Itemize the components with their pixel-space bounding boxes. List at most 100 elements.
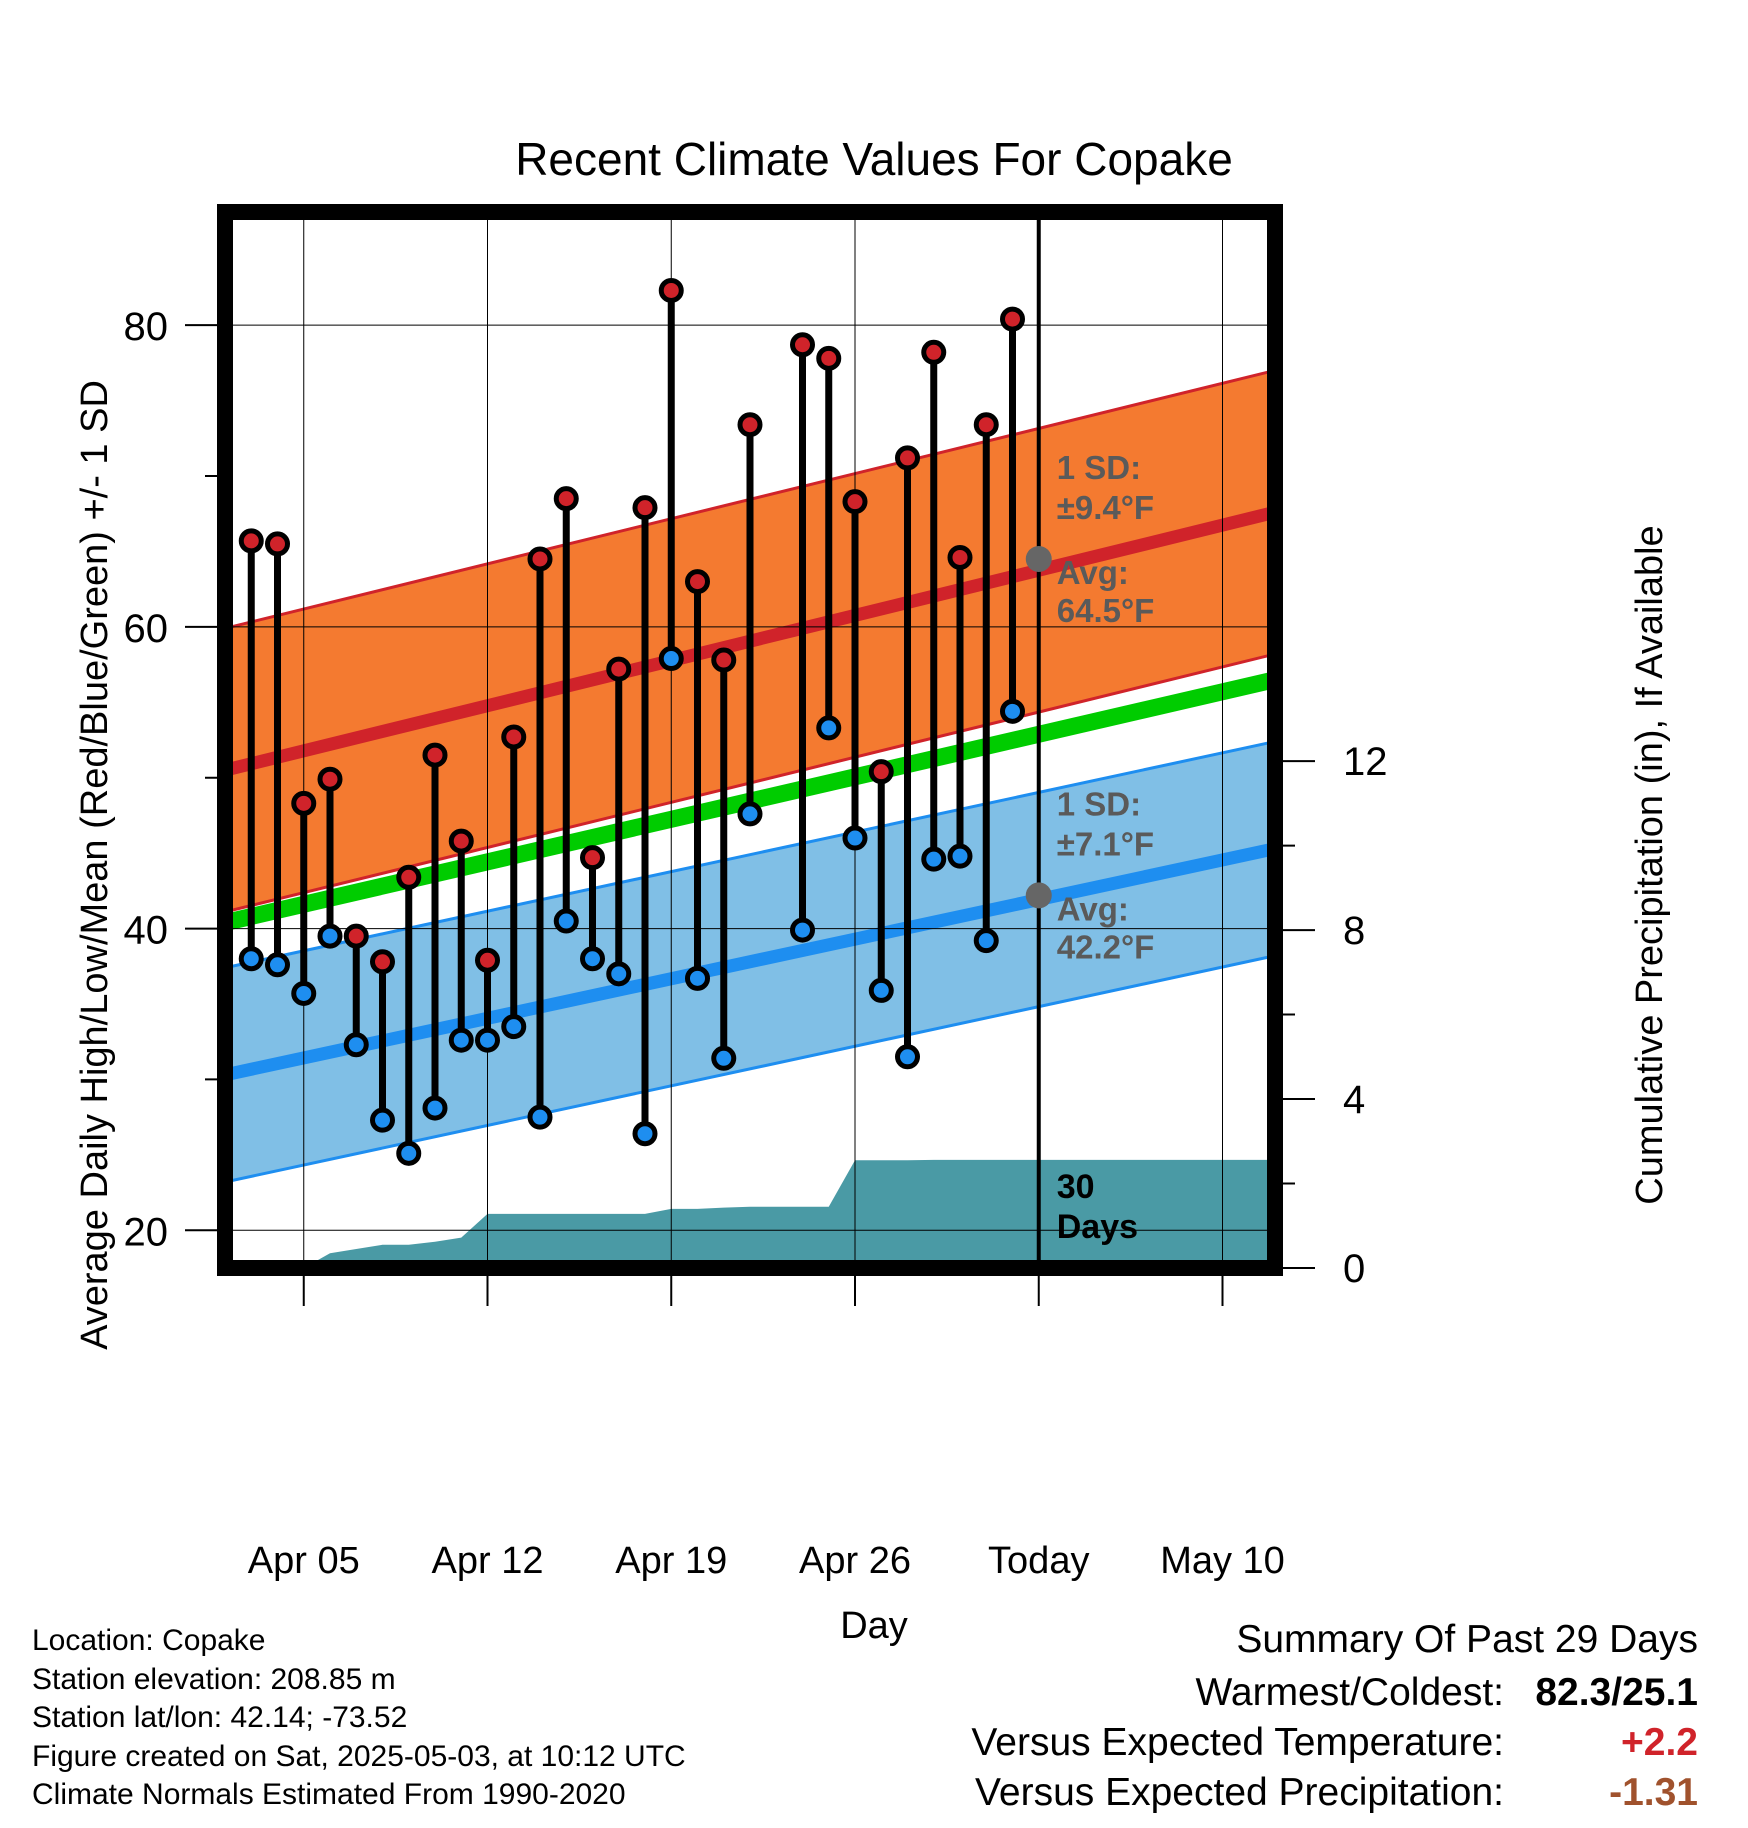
y-tick-label: 60	[124, 607, 169, 651]
daily-low-marker	[1000, 698, 1025, 724]
daily-high-marker	[606, 656, 632, 682]
daily-high-marker	[895, 445, 920, 471]
y2-tick-label: 0	[1343, 1247, 1365, 1291]
precipitation-area	[303, 1159, 1275, 1268]
summary-temp-row: Versus Expected Temperature: +2.2	[971, 1718, 1698, 1768]
daily-high-marker	[973, 412, 999, 438]
temp-value: +2.2	[1621, 1721, 1698, 1764]
daily-low-marker	[973, 928, 999, 954]
daily-low-marker	[448, 1027, 474, 1053]
daily-low-marker	[553, 908, 579, 934]
daily-high-marker	[868, 759, 894, 785]
low-band-lower-edge	[225, 954, 1275, 1184]
daily-high-marker	[501, 724, 527, 750]
daily-low-marker	[711, 1045, 737, 1071]
y2-tick-label: 8	[1343, 909, 1365, 953]
daily-high-marker	[317, 766, 343, 792]
daily-low-marker	[396, 1140, 422, 1166]
daily-low-marker	[947, 843, 973, 869]
warmest-value: 82.3/25.1	[1535, 1671, 1698, 1714]
daily-high-marker	[947, 544, 973, 570]
precip-value: -1.31	[1609, 1771, 1698, 1814]
daily-high-marker	[790, 332, 815, 358]
plot-inner	[225, 212, 1275, 1268]
daily-low-marker	[816, 715, 842, 741]
daily-low-marker	[895, 1044, 920, 1070]
daily-high-marker	[553, 486, 579, 512]
x-tick-label: Today	[988, 1540, 1089, 1582]
x-tick-label: May 10	[1160, 1540, 1285, 1582]
daily-high-marker	[921, 339, 947, 365]
daily-low-marker	[422, 1095, 448, 1121]
daily-low-marker	[238, 946, 264, 972]
summary-panel: Summary Of Past 29 Days Warmest/Coldest:…	[971, 1618, 1698, 1818]
x-tick-label: Apr 05	[248, 1540, 360, 1582]
daily-low-marker	[527, 1104, 553, 1130]
high-avg-label: Avg:	[1057, 554, 1129, 591]
daily-high-marker	[265, 531, 290, 557]
daily-low-marker	[921, 846, 947, 872]
daily-high-marker	[238, 528, 264, 554]
daily-high-marker	[658, 277, 684, 303]
y-tick-label: 20	[124, 1210, 169, 1254]
today-high-normal-marker	[1025, 545, 1052, 572]
daily-low-marker	[658, 646, 684, 672]
daily-high-marker	[580, 845, 605, 871]
today-low-normal-marker	[1025, 882, 1052, 909]
x-axis-label: Day	[840, 1605, 908, 1647]
y-tick-label: 40	[124, 909, 169, 953]
daily-low-marker	[868, 977, 894, 1003]
daily-high-marker	[1000, 306, 1025, 332]
warmest-label: Warmest/Coldest:	[1195, 1671, 1504, 1714]
station-location: Location: Copake	[32, 1624, 266, 1657]
low-sd-value: ±7.1°F	[1057, 825, 1154, 862]
daily-low-marker	[685, 965, 710, 991]
daily-low-marker	[632, 1121, 658, 1147]
low-avg-label: Avg:	[1057, 890, 1129, 927]
chart-title: Recent Climate Values For Copake	[515, 133, 1233, 185]
daily-low-marker	[580, 946, 605, 972]
station-elevation: Station elevation: 208.85 m	[32, 1662, 396, 1696]
normal-low-line	[225, 842, 1275, 1082]
daily-high-marker	[737, 412, 763, 438]
daily-low-marker	[501, 1014, 527, 1040]
daily-high-marker	[291, 790, 317, 816]
daily-high-marker	[685, 569, 710, 595]
low-band-upper-edge	[225, 740, 1275, 970]
daily-low-marker	[317, 923, 343, 949]
summary-warmest-row: Warmest/Coldest: 82.3/25.1	[971, 1668, 1698, 1718]
station-info: Location: Copake Station elevation: 208.…	[32, 1622, 686, 1815]
summary-heading: Summary Of Past 29 Days	[1236, 1618, 1698, 1661]
x-tick-label: Apr 12	[432, 1540, 544, 1582]
daily-low-marker	[475, 1027, 500, 1053]
high-avg-value: 64.5°F	[1057, 592, 1155, 629]
daily-high-marker	[422, 742, 448, 768]
high-sd-label: 1 SD:	[1057, 449, 1141, 486]
daily-high-marker	[816, 345, 842, 371]
daily-low-marker	[343, 1032, 369, 1058]
low-sd-label: 1 SD:	[1057, 785, 1141, 822]
y2-tick-label: 12	[1343, 740, 1388, 784]
normals-period: Climate Normals Estimated From 1990-2020	[32, 1778, 626, 1811]
daily-high-marker	[711, 647, 737, 673]
station-latlon: Station lat/lon: 42.14; -73.52	[32, 1701, 408, 1734]
period-label-unit: Days	[1057, 1208, 1138, 1246]
figure-created: Figure created on Sat, 2025-05-03, at 10…	[32, 1739, 686, 1773]
daily-high-marker	[343, 923, 369, 949]
daily-low-marker	[790, 917, 815, 943]
daily-low-marker	[291, 980, 317, 1006]
daily-high-marker	[370, 949, 395, 975]
period-label-number: 30	[1057, 1168, 1095, 1206]
daily-low-marker	[737, 801, 763, 827]
high-sd-value: ±9.4°F	[1057, 489, 1154, 526]
daily-high-marker	[632, 495, 658, 521]
daily-low-marker	[265, 952, 290, 978]
daily-low-marker	[370, 1107, 395, 1133]
plot-frame	[217, 204, 1283, 1276]
temp-label: Versus Expected Temperature:	[971, 1721, 1504, 1764]
x-tick-label: Apr 26	[799, 1540, 911, 1582]
y2-axis-label: Cumulative Precipitation (in), If Availa…	[1629, 525, 1671, 1204]
daily-high-marker	[448, 828, 474, 854]
